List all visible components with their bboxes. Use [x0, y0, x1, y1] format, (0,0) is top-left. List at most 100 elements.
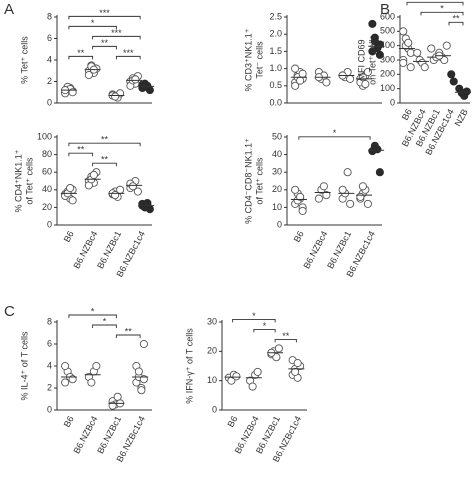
significance-label: *	[263, 321, 267, 331]
y-tick-label: 60	[42, 167, 52, 177]
open-point	[404, 38, 413, 47]
significance-label: *	[91, 18, 95, 28]
open-point	[346, 74, 355, 83]
y-axis-label: % CD4⁻CD8⁻NK1.1⁺	[243, 138, 253, 224]
open-point	[131, 75, 140, 84]
open-point	[298, 206, 307, 215]
y-axis-label: of Tet⁺ cells	[24, 157, 34, 205]
significance-bracket	[92, 162, 117, 167]
significance-bracket	[115, 55, 141, 60]
significance-bracket	[68, 15, 141, 20]
significance-label: **	[77, 145, 85, 155]
open-point	[128, 182, 137, 191]
significance-bracket	[274, 338, 297, 343]
significance-bracket	[68, 142, 141, 147]
x-tick-label: NZB	[453, 107, 470, 128]
open-point	[61, 378, 70, 387]
open-point	[322, 78, 331, 87]
y-tick-label: 20	[272, 184, 282, 194]
y-tick-label: 200	[380, 69, 395, 79]
filled-point	[462, 87, 471, 96]
y-axis-label: % IL-4⁺ of T cells	[19, 331, 29, 400]
y-tick-label: 10	[207, 375, 217, 385]
open-point	[319, 182, 328, 191]
y-tick-label: 80	[42, 149, 52, 159]
open-point	[358, 182, 367, 191]
open-point	[253, 367, 262, 376]
y-axis-label: MFI CD69	[356, 39, 366, 80]
x-tick-label: B6	[292, 229, 306, 243]
y-tick-label: 30	[207, 316, 217, 326]
open-point	[346, 199, 355, 208]
open-point	[111, 92, 120, 101]
y-tick-label: 400	[380, 40, 395, 50]
y-tick-label: 30	[272, 167, 282, 177]
significance-bracket	[298, 136, 371, 140]
x-tick-label: B6	[62, 229, 76, 243]
significance-label: **	[431, 0, 439, 4]
open-point	[291, 81, 300, 90]
y-tick-label: 2.5	[269, 11, 282, 21]
y-tick-label: 0	[47, 219, 52, 229]
y-axis-label: on Tet⁺ cells	[367, 35, 377, 85]
filled-point	[375, 50, 384, 59]
open-point	[133, 187, 142, 196]
open-point	[291, 185, 300, 194]
open-point	[291, 367, 300, 376]
significance-label: **	[282, 331, 290, 341]
open-point	[68, 196, 77, 205]
significance-bracket	[253, 328, 276, 333]
open-point	[134, 367, 143, 376]
y-tick-label: 600	[380, 11, 395, 21]
y-tick-label: 100	[380, 83, 395, 93]
significance-bracket	[406, 1, 464, 6]
significance-bracket	[92, 35, 141, 40]
open-point	[413, 48, 422, 57]
open-point	[406, 63, 415, 72]
y-tick-label: 6	[47, 33, 52, 43]
y-tick-label: 2.0	[269, 29, 282, 39]
significance-label: *	[103, 316, 107, 326]
significance-bracket	[232, 318, 276, 323]
significance-bracket	[68, 314, 117, 318]
y-tick-label: 0	[47, 404, 52, 414]
y-tick-label: 2	[47, 76, 52, 86]
y-tick-label: 40	[272, 149, 282, 159]
y-axis-label: Tet⁻ cells	[254, 41, 264, 79]
open-point	[92, 361, 101, 371]
significance-label: ***	[123, 48, 134, 58]
y-axis-label: % CD4⁺NK1.1⁺	[13, 149, 23, 212]
significance-bracket	[92, 45, 117, 50]
significance-label: ***	[99, 8, 110, 18]
significance-label: **	[101, 135, 109, 145]
open-point	[113, 392, 122, 401]
open-point	[442, 41, 451, 50]
open-point	[89, 170, 98, 179]
open-point	[314, 194, 323, 203]
open-point	[139, 339, 148, 349]
significance-bracket	[68, 152, 94, 157]
open-point	[296, 76, 305, 85]
y-tick-label: 100	[37, 131, 52, 141]
y-tick-label: 6	[47, 338, 52, 348]
significance-label: *	[440, 4, 444, 14]
y-tick-label: 1.0	[269, 63, 282, 73]
significance-label: **	[101, 155, 109, 165]
open-point	[440, 55, 449, 65]
open-point	[274, 344, 283, 353]
y-axis-label: % CD3⁺NK1.1⁺	[243, 28, 253, 91]
open-point	[356, 192, 365, 201]
open-point	[399, 27, 408, 36]
x-tick-label: B6	[400, 107, 414, 121]
y-tick-label: 0	[47, 97, 52, 107]
significance-bracket	[420, 11, 464, 16]
y-tick-label: 0	[212, 404, 217, 414]
open-point	[420, 63, 429, 72]
y-tick-label: 10	[272, 202, 282, 212]
open-point	[322, 191, 331, 200]
filled-point	[375, 168, 384, 177]
y-tick-label: 0	[277, 219, 282, 229]
significance-bracket	[92, 324, 117, 328]
y-tick-label: 1.5	[269, 46, 282, 56]
